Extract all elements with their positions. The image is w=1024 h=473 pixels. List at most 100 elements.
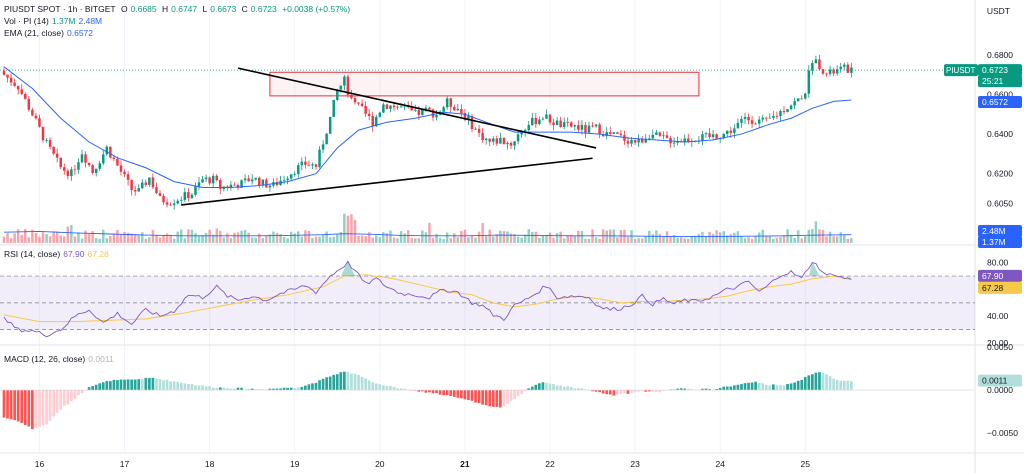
volume-bar — [811, 229, 814, 243]
volume-bar — [307, 231, 311, 243]
macd-histogram-bar — [250, 388, 254, 391]
macd-histogram-bar — [318, 380, 321, 391]
volume-bar — [367, 232, 371, 243]
x-tick-label: 21 — [460, 459, 470, 469]
volume-bar — [371, 237, 374, 243]
volume-bar — [502, 231, 506, 243]
x-tick-label: 20 — [375, 459, 385, 469]
candle — [520, 131, 523, 135]
macd-histogram-bar — [573, 388, 577, 391]
macd-histogram-bar — [116, 380, 119, 391]
macd-histogram-bar — [509, 390, 513, 402]
macd-histogram-bar — [605, 390, 609, 395]
volume-bar — [687, 238, 690, 243]
x-tick-label: 17 — [120, 459, 130, 469]
macd-histogram-bar — [236, 387, 240, 391]
macd-histogram-bar — [272, 388, 275, 391]
macd-histogram-bar — [350, 373, 353, 391]
macd-histogram-bar — [325, 377, 328, 391]
macd-histogram-bar — [449, 390, 453, 396]
macd-histogram-bar — [240, 387, 243, 391]
macd-histogram-bar — [538, 383, 541, 391]
candle — [141, 182, 144, 189]
volume-bar — [814, 221, 818, 243]
macd-histogram-bar — [399, 388, 403, 391]
candle — [619, 133, 623, 136]
candle — [41, 126, 45, 141]
volume-bar — [846, 238, 850, 243]
x-tick-label: 23 — [630, 459, 640, 469]
volume-bar — [658, 233, 662, 243]
candle — [367, 113, 371, 117]
macd-histogram-bar — [722, 386, 726, 391]
macd-histogram-bar — [463, 390, 467, 400]
volume-bar — [158, 237, 162, 243]
volume-bar — [378, 237, 382, 243]
macd-histogram-bar — [619, 390, 623, 395]
candle — [577, 125, 580, 130]
volume-bar — [364, 236, 367, 243]
candle — [715, 134, 718, 139]
candle — [733, 128, 736, 133]
macd-histogram-bar — [562, 386, 566, 391]
ema-line — [3, 66, 852, 189]
macd-histogram-bar — [577, 388, 580, 391]
volume-bar — [722, 231, 725, 243]
macd-histogram-bar — [201, 385, 204, 391]
volume-bar — [538, 237, 541, 243]
macd-histogram-bar — [179, 382, 183, 391]
macd-histogram-bar — [740, 384, 743, 391]
volume-bar — [119, 234, 123, 243]
candle — [484, 138, 488, 140]
volume-bar — [332, 236, 335, 243]
macd-histogram-bar — [754, 381, 757, 391]
macd-histogram-bar — [633, 390, 637, 393]
candle — [775, 115, 779, 117]
volume-bar — [250, 237, 254, 243]
macd-histogram-bar — [226, 388, 229, 391]
macd-histogram-bar — [452, 390, 456, 397]
macd-histogram-bar — [821, 372, 825, 391]
macd-histogram-bar — [27, 390, 31, 427]
macd-histogram-bar — [55, 390, 59, 413]
volume-bar — [431, 237, 435, 243]
volume-bar — [204, 232, 208, 243]
macd-histogram-bar — [793, 382, 796, 391]
macd-histogram-bar — [23, 390, 27, 425]
volume-bar — [321, 235, 325, 243]
candle — [187, 192, 190, 199]
volume-bar — [382, 232, 385, 243]
volume-bar — [16, 229, 20, 243]
volume-bar — [343, 213, 346, 243]
macd-histogram-bar — [70, 390, 73, 402]
volume-bar — [644, 236, 647, 243]
volume-bar — [424, 232, 428, 243]
candle — [793, 101, 796, 106]
candle — [94, 168, 98, 173]
volume-bar — [73, 236, 77, 243]
candle — [304, 161, 307, 165]
macd-histogram-bar — [460, 390, 463, 399]
candle — [265, 179, 268, 188]
volume-bar — [357, 235, 360, 243]
candle — [534, 117, 538, 125]
volume-bar — [211, 234, 215, 243]
candle — [701, 134, 704, 141]
volume-bar — [701, 231, 704, 243]
candle — [431, 109, 435, 118]
macd-histogram-bar — [183, 383, 187, 391]
macd-histogram-bar — [775, 385, 779, 391]
macd-histogram-bar — [48, 390, 52, 421]
macd-histogram-bar — [367, 380, 371, 391]
volume-ma-badge: 2.48M — [982, 226, 1006, 236]
candle — [399, 106, 403, 108]
candle — [435, 114, 438, 118]
macd-histogram-bar — [569, 386, 573, 391]
ema-badge-bg — [978, 96, 1022, 109]
candle — [474, 128, 477, 130]
candle — [743, 116, 747, 119]
volume-bar — [70, 225, 73, 243]
volume-bar — [573, 235, 577, 243]
candle — [460, 108, 463, 114]
